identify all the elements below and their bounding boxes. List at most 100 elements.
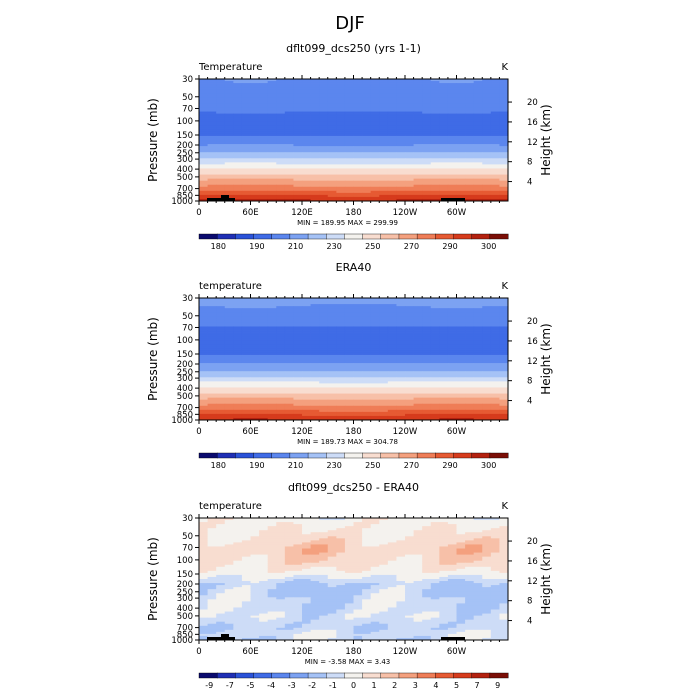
field-cell bbox=[362, 413, 372, 417]
field-cell bbox=[319, 83, 329, 86]
field-cell bbox=[336, 111, 346, 114]
field-cell bbox=[259, 188, 269, 192]
field-cell bbox=[224, 409, 234, 413]
field-cell bbox=[344, 125, 354, 129]
field-cell bbox=[396, 107, 406, 110]
field-cell bbox=[310, 123, 320, 127]
field-cell bbox=[327, 306, 337, 309]
field-cell bbox=[473, 399, 483, 403]
field-cell bbox=[259, 352, 269, 356]
field-cell bbox=[267, 123, 277, 127]
field-cell bbox=[447, 528, 457, 531]
field-cell bbox=[319, 411, 329, 415]
field-cell bbox=[405, 336, 414, 340]
field-cell bbox=[405, 127, 414, 131]
field-cell bbox=[344, 168, 354, 171]
field-cell bbox=[465, 156, 475, 159]
field-cell bbox=[284, 526, 294, 529]
field-cell bbox=[336, 168, 346, 171]
field-cell bbox=[310, 369, 320, 372]
field-cell bbox=[370, 363, 380, 366]
field-cell bbox=[473, 101, 483, 104]
field-cell bbox=[379, 192, 389, 196]
field-cell bbox=[490, 107, 500, 110]
field-cell bbox=[439, 375, 449, 378]
field-cell bbox=[499, 354, 509, 358]
field-cell bbox=[499, 403, 509, 407]
field-cell bbox=[396, 524, 406, 527]
field-cell bbox=[482, 192, 492, 196]
field-cell bbox=[447, 131, 457, 135]
field-cell bbox=[413, 407, 423, 411]
field-cell bbox=[465, 383, 475, 386]
field-cell bbox=[319, 302, 329, 305]
field-cell bbox=[370, 312, 380, 315]
field-cell bbox=[259, 363, 269, 366]
field-cell bbox=[482, 137, 492, 141]
field-cell bbox=[490, 180, 500, 184]
field-cell bbox=[302, 298, 311, 301]
field-cell bbox=[473, 354, 483, 358]
field-cell bbox=[284, 320, 294, 323]
field-cell bbox=[293, 125, 303, 129]
field-cell bbox=[267, 170, 277, 173]
field-cell bbox=[439, 363, 449, 366]
field-cell bbox=[353, 379, 363, 382]
field-cell bbox=[319, 140, 329, 143]
field-cell bbox=[302, 326, 311, 329]
field-cell bbox=[207, 393, 217, 396]
field-cell bbox=[413, 133, 423, 137]
field-cell bbox=[465, 393, 475, 396]
field-cell bbox=[250, 530, 260, 533]
field-cell bbox=[336, 393, 346, 396]
field-cell bbox=[387, 528, 397, 531]
field-cell bbox=[422, 131, 432, 135]
field-cell bbox=[370, 140, 380, 143]
field-cell bbox=[241, 324, 251, 327]
field-cell bbox=[405, 156, 414, 159]
field-cell bbox=[319, 105, 329, 108]
field-cell bbox=[310, 186, 320, 190]
field-cell bbox=[293, 95, 303, 98]
field-cell bbox=[499, 131, 509, 135]
field-cell bbox=[233, 536, 243, 539]
field-cell bbox=[447, 407, 457, 411]
field-cell bbox=[310, 107, 320, 110]
field-cell bbox=[405, 401, 414, 405]
field-cell bbox=[224, 399, 234, 403]
colorbar-label: 270 bbox=[404, 242, 419, 251]
field-cell bbox=[499, 192, 509, 196]
field-cell bbox=[482, 526, 492, 529]
field-cell bbox=[473, 182, 483, 186]
field-cell bbox=[310, 79, 320, 82]
field-cell bbox=[473, 192, 483, 196]
field-cell bbox=[336, 399, 346, 403]
field-cell bbox=[387, 180, 397, 184]
field-cell bbox=[465, 121, 475, 125]
field-cell bbox=[482, 131, 492, 135]
field-cell bbox=[482, 127, 492, 131]
field-cell bbox=[250, 528, 260, 531]
field-cell bbox=[490, 336, 500, 340]
field-cell bbox=[259, 532, 269, 535]
field-cell bbox=[224, 361, 234, 364]
field-cell bbox=[302, 356, 311, 360]
field-cell bbox=[310, 354, 320, 358]
field-cell bbox=[370, 377, 380, 380]
field-cell bbox=[362, 324, 372, 327]
field-cell bbox=[362, 348, 372, 352]
field-cell bbox=[405, 346, 414, 350]
field-cell bbox=[327, 127, 337, 131]
field-cell bbox=[302, 142, 311, 145]
field-cell bbox=[293, 166, 303, 169]
field-cell bbox=[456, 411, 466, 415]
field-cell bbox=[216, 117, 226, 121]
field-cell bbox=[319, 172, 329, 175]
field-cell bbox=[353, 405, 363, 409]
field-cell bbox=[396, 166, 406, 169]
field-cell bbox=[456, 363, 466, 366]
field-cell bbox=[473, 107, 483, 110]
field-cell bbox=[216, 389, 226, 392]
field-cell bbox=[447, 322, 457, 325]
field-cell bbox=[396, 125, 406, 129]
